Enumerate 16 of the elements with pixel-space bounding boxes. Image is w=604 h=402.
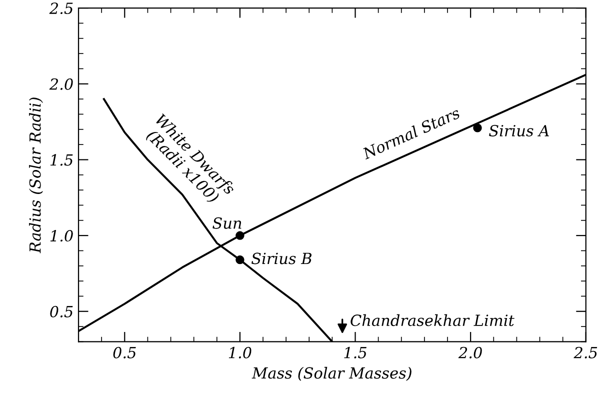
x-tick-label: 1.5 <box>344 346 366 358</box>
y-tick-label: 0.5 <box>50 306 73 318</box>
y-tick-label: 1.0 <box>50 230 73 242</box>
y-axis-title: Radius (Solar Radii) <box>29 98 44 254</box>
annotation: Chandrasekhar Limit <box>350 314 514 326</box>
x-tick-label: 2.0 <box>458 346 482 358</box>
y-tick-label: 1.5 <box>50 154 73 166</box>
x-tick-label: 0.5 <box>113 346 136 358</box>
annotation: Sirius B <box>252 252 312 264</box>
x-axis-title: Mass (Solar Masses) <box>252 366 412 381</box>
x-tick-label: 2.5 <box>574 346 598 358</box>
x-tick-label: 1.0 <box>228 346 252 358</box>
y-tick-label: 2.5 <box>49 2 73 14</box>
annotation: Sirius A <box>489 124 549 136</box>
annotation: Sun <box>212 217 242 229</box>
y-tick-label: 2.0 <box>49 78 73 90</box>
